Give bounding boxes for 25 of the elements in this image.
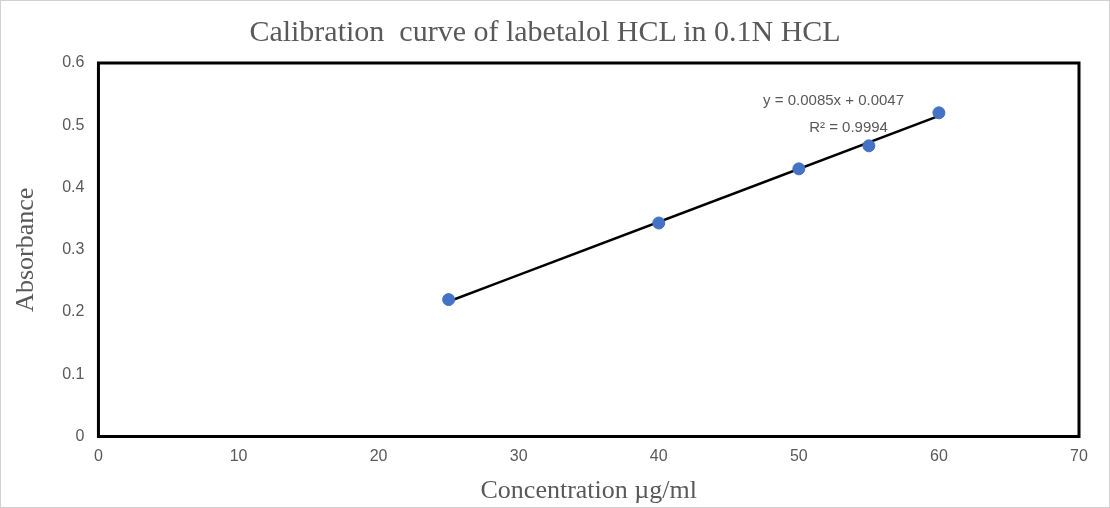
x-tick-label: 50 xyxy=(789,446,808,464)
y-tick-label: 0.5 xyxy=(62,115,85,133)
y-tick-label: 0 xyxy=(75,427,85,445)
y-tick-label: 0.2 xyxy=(62,302,85,320)
y-tick-label: 0.4 xyxy=(62,177,85,195)
y-tick-label: 0.1 xyxy=(62,364,85,382)
x-tick-label: 30 xyxy=(509,446,528,464)
y-tick-label: 0.3 xyxy=(62,240,85,258)
point xyxy=(932,106,946,120)
point xyxy=(652,216,666,230)
x-tick-label: 40 xyxy=(649,446,668,464)
annotation: y = 0.0085x + 0.0047 xyxy=(763,91,905,108)
chart-title: Calibration curve of labetalol HCL in 0.1N HCL xyxy=(249,13,841,47)
point xyxy=(792,162,806,176)
x-tick-label: 0 xyxy=(93,446,103,464)
x-axis-title: Concentration µg/ml xyxy=(480,475,697,505)
x-tick-label: 60 xyxy=(930,446,948,464)
y-tick-label: 0.6 xyxy=(62,53,85,71)
y-axis-title: Absorbance xyxy=(10,187,40,312)
annotation: R² = 0.9994 xyxy=(809,118,888,135)
point xyxy=(862,139,876,153)
x-tick-label: 70 xyxy=(1070,446,1088,464)
x-tick-label: 10 xyxy=(229,446,248,464)
point xyxy=(442,293,456,307)
x-tick-label: 20 xyxy=(369,446,388,464)
